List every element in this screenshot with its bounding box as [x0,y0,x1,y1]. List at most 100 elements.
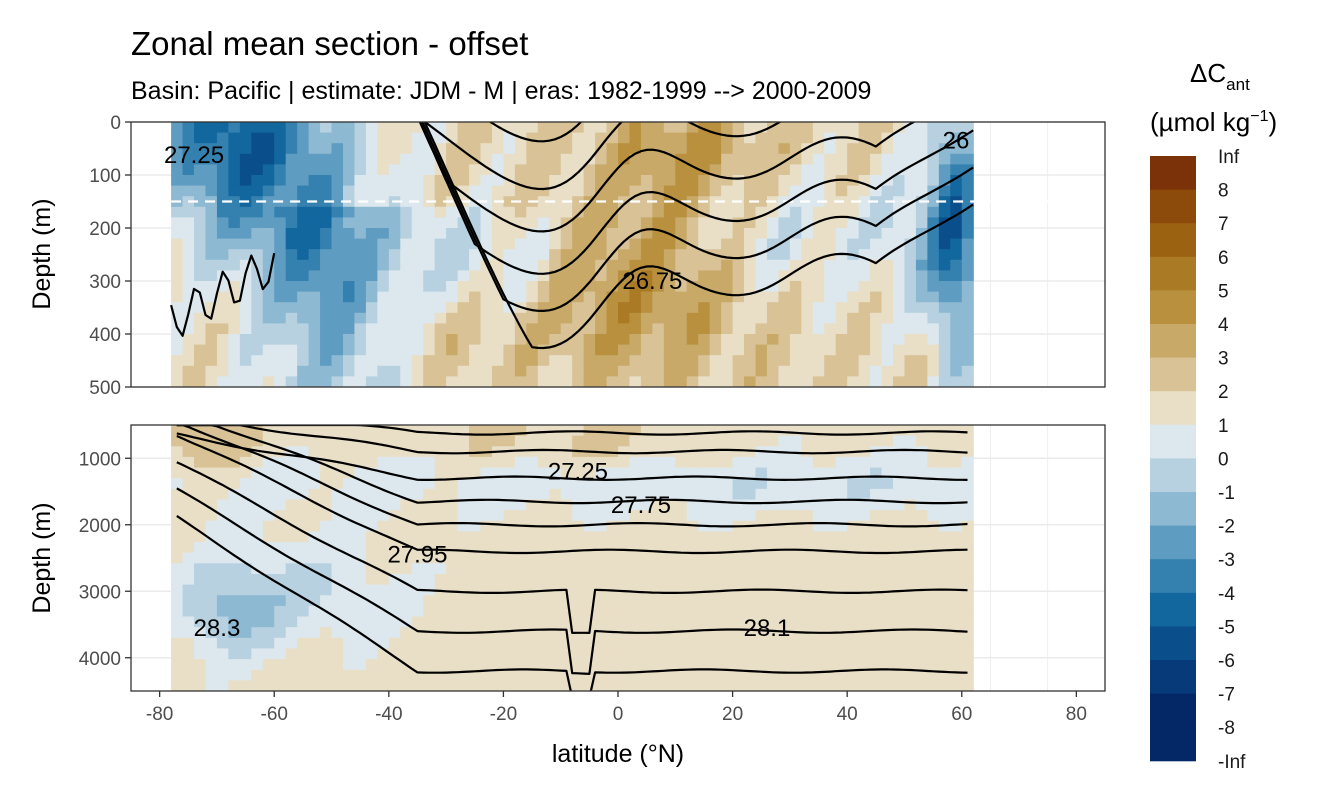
field-cell [285,164,298,176]
field-cell [652,616,665,628]
field-cell [744,281,757,293]
field-cell [709,595,722,607]
field-cell [285,467,298,479]
field-cell [285,499,298,511]
field-cell [205,259,218,271]
field-cell [262,627,275,639]
field-cell [514,456,527,469]
field-cell [732,446,745,458]
field-cell [297,334,310,346]
field-cell [927,217,940,229]
field-cell [675,376,688,387]
field-cell [663,425,676,437]
field-cell [675,435,688,447]
field-cell [365,355,378,367]
field-cell [457,249,470,261]
field-cell [411,669,424,681]
field-cell [812,291,825,303]
field-cell [938,637,951,650]
field-cell [457,435,470,447]
field-cell [915,605,928,618]
field-cell [721,425,734,437]
field-cell [365,669,378,681]
field-cell [274,291,287,303]
field-cell [239,648,252,660]
field-cell [194,552,207,564]
field-cell [801,478,814,490]
field-cell [285,425,298,437]
field-cell [572,584,585,596]
field-cell [537,637,550,650]
field-cell [629,595,642,607]
isopycnal-upper-0 [488,122,583,143]
field-cell [388,637,401,650]
field-cell [755,217,768,229]
field-cell [766,563,780,575]
field-cell [457,595,470,607]
field-cell [801,312,814,324]
field-cell [904,499,917,511]
field-cell [446,228,459,240]
field-cell [308,281,321,293]
field-cell [950,132,963,144]
field-cell [640,164,653,176]
field-cell [365,478,378,490]
field-cell [961,669,974,681]
field-cell [893,217,906,229]
field-cell [721,563,734,575]
field-cell [835,143,848,155]
field-cell [205,627,218,639]
field-cell [686,249,699,261]
field-cell [331,488,344,501]
field-cell [927,365,940,377]
field-cell [205,488,218,501]
field-cell [858,605,871,618]
field-cell [503,467,516,479]
field-cell [732,365,745,377]
field-cell [652,542,665,554]
field-cell [216,595,229,607]
field-cell [870,573,883,586]
field-cell [411,312,424,324]
field-cell [675,627,688,639]
field-cell [194,488,207,501]
field-cell [961,185,974,197]
field-cell [423,249,436,261]
field-cell [893,153,906,165]
field-cell [744,291,757,303]
field-cell [904,376,917,387]
field-cell [434,605,447,618]
legend-label: -8 [1218,718,1235,739]
field-cell [297,175,310,187]
field-cell [308,659,321,671]
field-cell [182,425,195,437]
field-cell [514,488,527,501]
field-cell [618,365,631,377]
field-cell [927,563,940,575]
field-cell [938,563,951,575]
field-cell [537,488,550,501]
field-cell [194,143,207,155]
field-cell [331,291,344,303]
field-cell [469,488,482,501]
field-cell [721,291,734,303]
field-cell [629,143,642,155]
field-cell [824,669,837,681]
field-cell [870,563,883,575]
field-cell [881,270,894,282]
field-cell [549,552,562,564]
field-cell [801,488,814,501]
field-cell [537,175,550,187]
field-cell [549,563,562,575]
field-cell [239,323,252,335]
field-cell [778,510,791,522]
field-cell [904,446,917,458]
field-cell [411,680,424,691]
field-cell [446,616,459,628]
field-cell [411,302,424,314]
field-cell [709,563,722,575]
field-cell [904,334,917,346]
field-cell [308,132,321,144]
field-cell [778,228,791,240]
